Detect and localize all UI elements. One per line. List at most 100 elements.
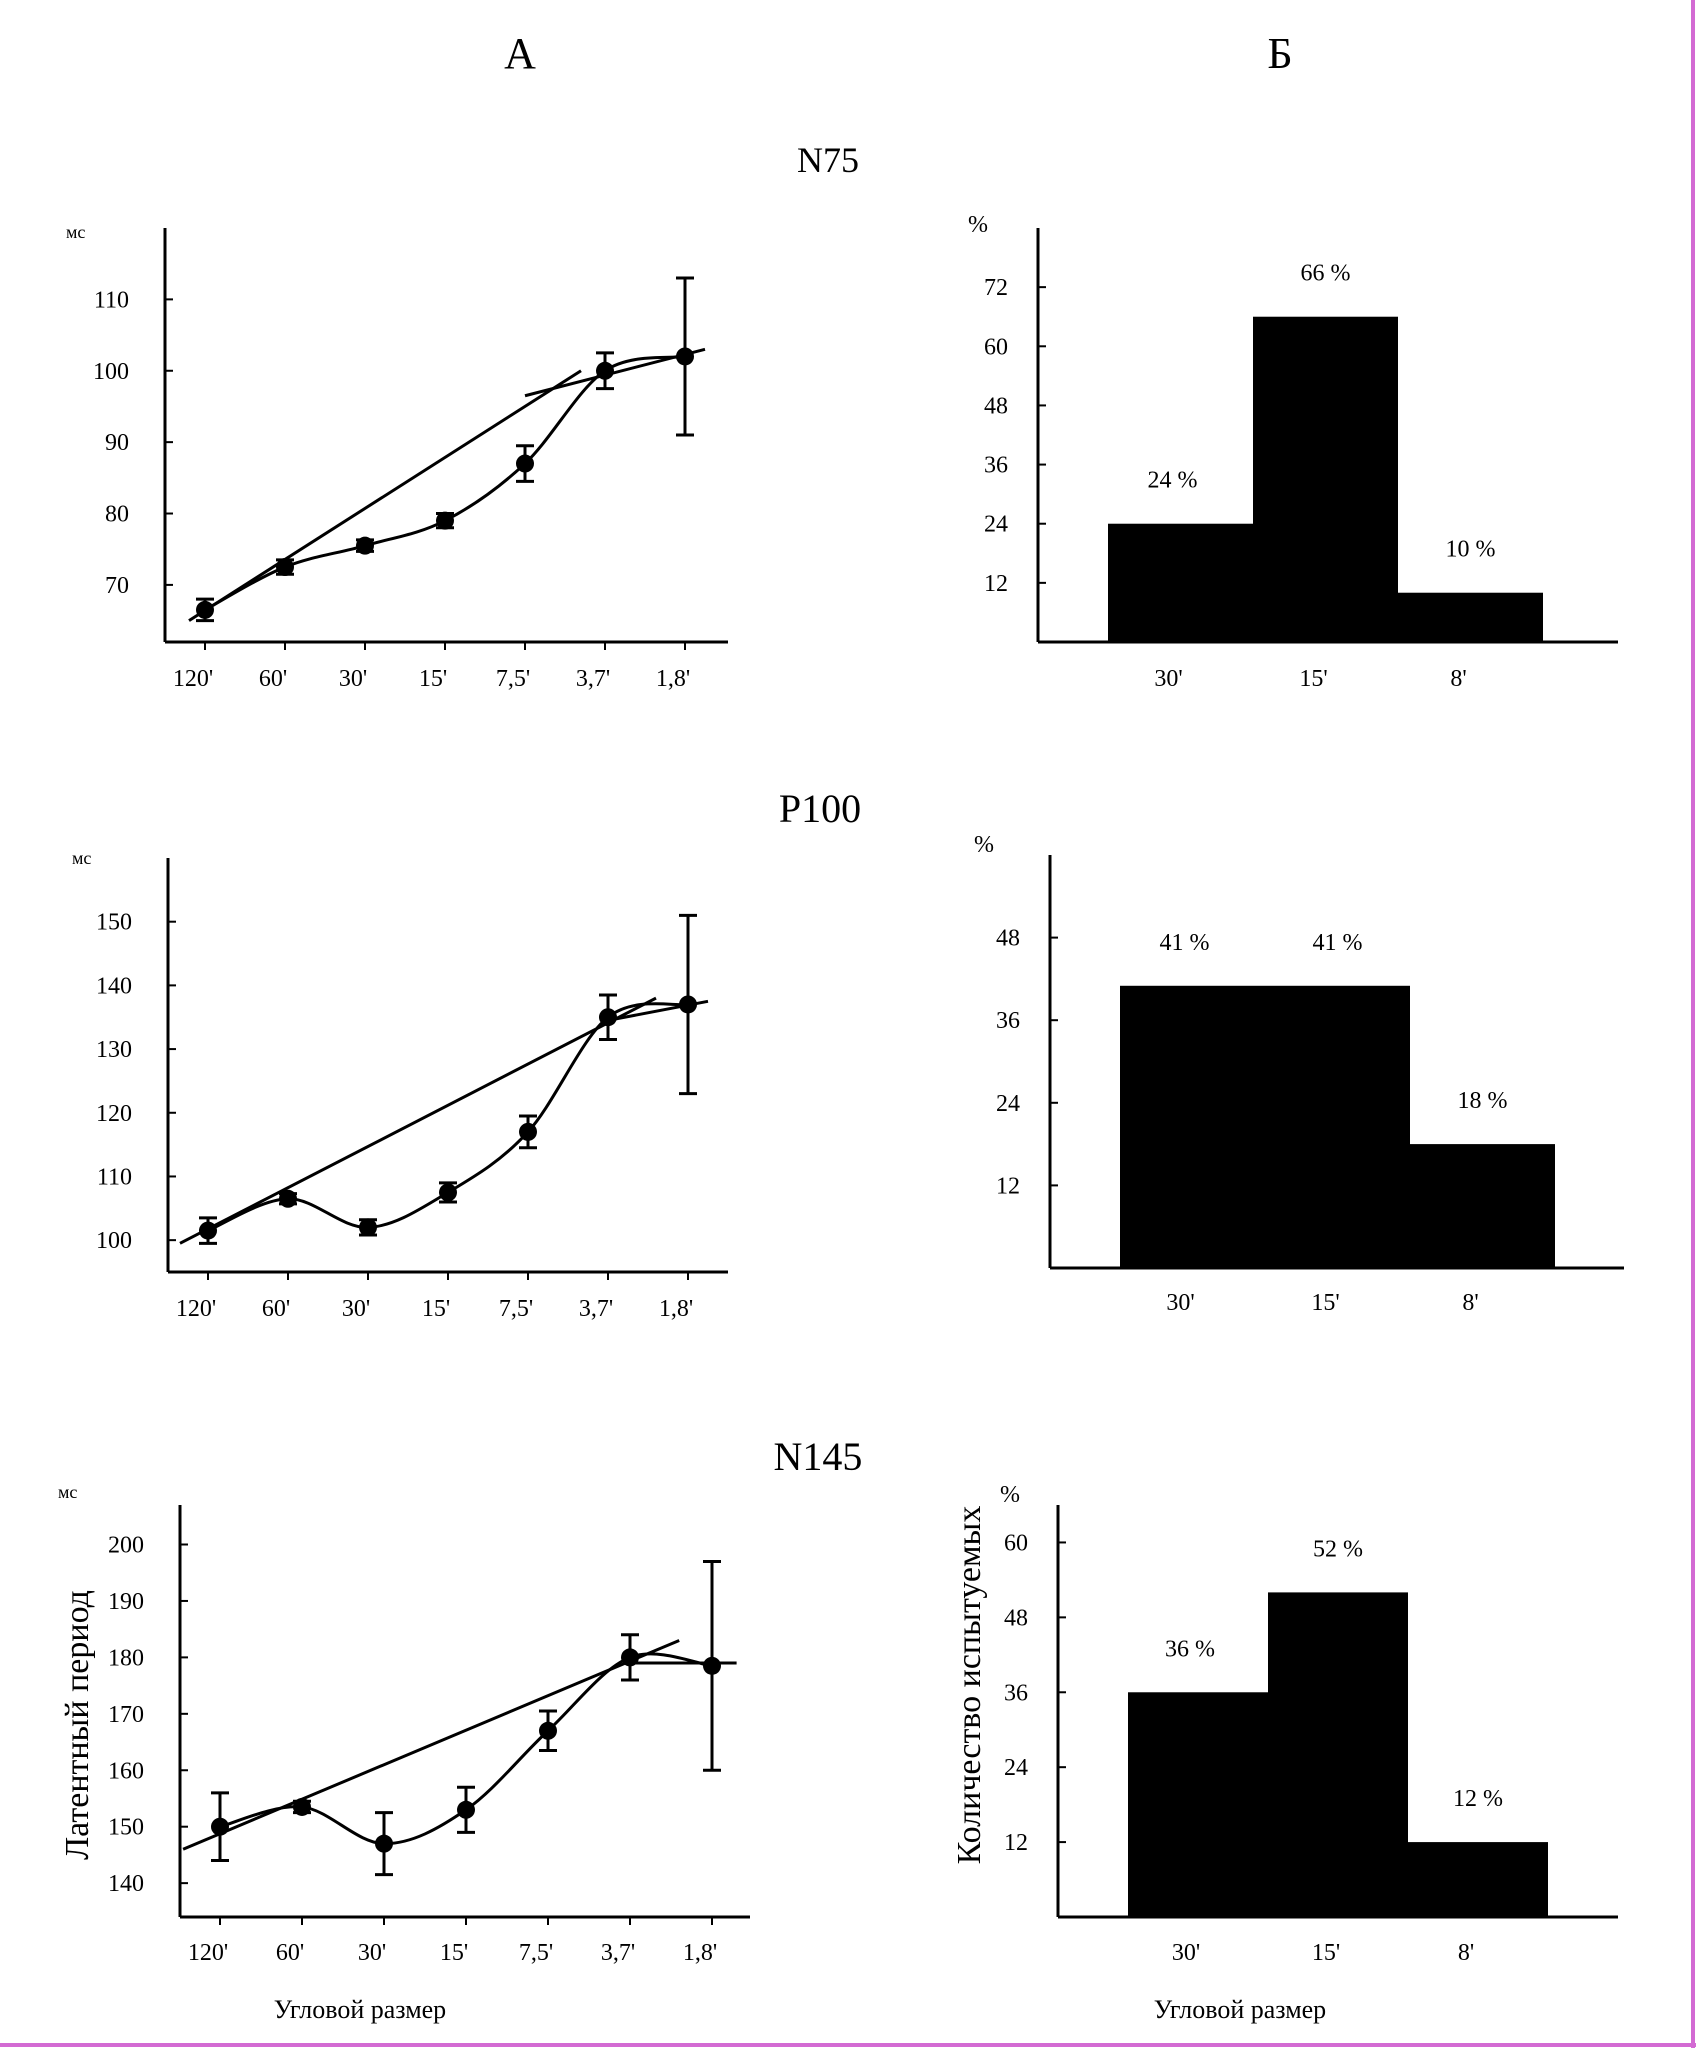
x-tick-label-n75: 120' [173,666,213,692]
data-point-p100 [679,995,697,1014]
bar-value-label-p100: 41 % [1160,930,1210,956]
x-tick-label-n145: 15' [440,1940,468,1966]
x-tick-label-n75: 1,8' [656,666,690,692]
x-tick-label-n75: 3,7' [576,666,610,692]
x-tick-label-n75: 15' [419,666,447,692]
panel-title-p100: P100 [779,786,861,831]
x-axis-title-angular-size-left: Угловой размер [274,1995,446,2024]
bar-n145 [1408,1842,1548,1917]
x-tick-label-bars-n75: 30' [1154,666,1182,692]
y-tick-label-bars-n145: 12 [1004,1830,1028,1856]
x-tick-label-p100: 15' [422,1296,450,1322]
y-tick-label-n75: 100 [93,359,129,385]
y-tick-label-p100: 140 [96,973,132,999]
y-tick-label-bars-p100: 36 [996,1008,1020,1034]
y-tick-label-bars-n145: 60 [1004,1530,1028,1556]
bar-value-label-n75: 10 % [1446,537,1496,563]
y-axis-title-latency: Латентный период [59,1590,96,1860]
bar-value-label-p100: 41 % [1313,930,1363,956]
data-point-p100 [599,1008,617,1027]
data-point-n75 [276,558,294,577]
y-tick-label-p100: 150 [96,910,132,936]
x-tick-label-n75: 60' [259,666,287,692]
bar-value-label-p100: 18 % [1458,1088,1508,1114]
x-tick-label-bars-n75: 8' [1450,666,1466,692]
data-point-n145 [457,1800,475,1819]
y-tick-label-n75: 90 [105,430,129,456]
trend-tail-n75 [524,347,706,398]
trend-line-n75 [188,369,582,622]
y-tick-label-n145: 150 [108,1815,144,1841]
bar-value-label-n145: 36 % [1165,1636,1215,1662]
y-tick-label-p100: 120 [96,1101,132,1127]
data-point-n145 [703,1656,721,1675]
data-point-n75 [516,454,534,473]
panel-title-n75: N75 [797,140,859,180]
y-axis-title-subjects: Количество испытуемых [951,1506,988,1865]
data-point-p100 [199,1221,217,1240]
y-tick-label-n145: 190 [108,1589,144,1615]
x-tick-label-n145: 3,7' [601,1940,635,1966]
y-tick-label-n145: 140 [108,1871,144,1897]
data-point-n145 [539,1721,557,1740]
plot-layer: 70 80 90 100 110 120' 60' 30' 15' 7,5' 3,7' 1,8' 100… [93,228,1624,1966]
y-tick-label-bars-n75: 60 [984,334,1008,360]
y-tick-label-bars-n75: 36 [984,453,1008,479]
x-tick-label-p100: 1,8' [659,1296,693,1322]
x-tick-label-bars-n75: 15' [1299,666,1327,692]
bar-n145 [1128,1692,1268,1917]
x-tick-label-n145: 7,5' [519,1940,553,1966]
x-tick-label-bars-p100: 15' [1311,1290,1339,1316]
panel-title-n145: N145 [774,1434,863,1479]
y-unit-label-p100: мс [72,848,91,868]
x-axis-title-angular-size-right: Угловой размер [1154,1995,1326,2024]
data-point-p100 [279,1189,297,1208]
y-tick-label-bars-n75: 24 [984,512,1008,538]
x-tick-label-bars-p100: 30' [1166,1290,1194,1316]
data-point-p100 [439,1183,457,1202]
y-tick-label-n145: 200 [108,1533,144,1559]
x-tick-label-n75: 30' [339,666,367,692]
bar-n75 [1108,523,1253,642]
data-point-p100 [359,1218,377,1237]
bar-value-label-n75: 66 % [1301,261,1351,287]
bar-value-label-n75: 24 % [1148,468,1198,494]
data-point-n145 [293,1797,311,1816]
y-tick-label-bars-n145: 48 [1004,1605,1028,1631]
x-tick-label-n145: 1,8' [683,1940,717,1966]
x-tick-label-bars-n145: 30' [1172,1940,1200,1966]
y-tick-label-p100: 110 [97,1164,132,1190]
y-tick-label-bars-n75: 12 [984,571,1008,597]
x-tick-label-n145: 60' [276,1940,304,1966]
y-tick-label-bars-n145: 24 [1004,1755,1028,1781]
column-label-a: А [504,29,536,78]
x-tick-label-p100: 3,7' [579,1296,613,1322]
bar-n145 [1268,1592,1408,1917]
bar-p100 [1120,985,1265,1268]
y-tick-label-n145: 160 [108,1758,144,1784]
y-unit-label-bars-n75: % [968,212,988,238]
trend-line-p100 [179,996,657,1245]
x-tick-label-p100: 60' [262,1296,290,1322]
data-point-n145 [211,1817,229,1836]
bar-p100 [1410,1144,1555,1268]
data-point-n75 [596,361,614,380]
y-tick-label-p100: 100 [96,1228,132,1254]
data-point-p100 [519,1122,537,1141]
x-tick-label-p100: 30' [342,1296,370,1322]
x-tick-label-bars-n145: 15' [1312,1940,1340,1966]
y-tick-label-n145: 170 [108,1702,144,1728]
bar-p100 [1265,985,1410,1268]
data-point-n145 [375,1834,393,1853]
y-tick-label-bars-p100: 48 [996,926,1020,952]
y-unit-label-n75: мс [66,222,85,242]
y-unit-label-bars-p100: % [974,832,994,858]
bar-value-label-n145: 12 % [1453,1786,1503,1812]
x-tick-label-n75: 7,5' [496,666,530,692]
y-tick-label-bars-n145: 36 [1004,1680,1028,1706]
y-unit-label-n145: мс [58,1482,77,1502]
bar-n75 [1253,316,1398,642]
y-tick-label-n75: 70 [105,573,129,599]
trend-line-n145 [182,1639,680,1851]
y-tick-label-bars-p100: 12 [996,1173,1020,1199]
